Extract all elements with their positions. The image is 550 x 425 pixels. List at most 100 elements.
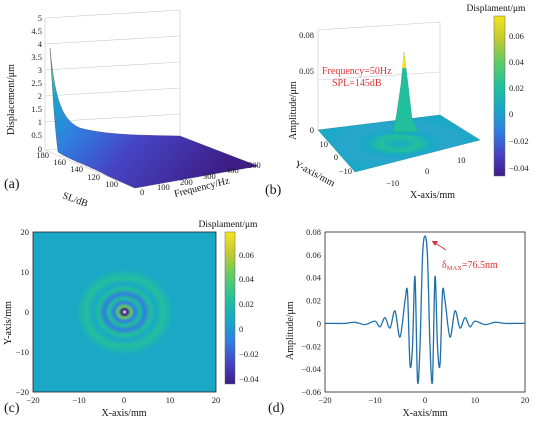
panel-d-annotation-symbol: δ [442,260,447,271]
panel-d-y-tick: 0.04 [306,273,322,283]
panel-c-x-tick: 0 [122,395,126,405]
panel-a-x-tick: 0 [140,187,144,197]
panel-a-y-tick: 180 [36,150,49,160]
panel-a-x-tick: 400 [226,165,239,175]
panel-b-axes [317,21,441,131]
panel-d-x-tick: 10 [471,395,480,405]
panel-b-z-tick: 0.05 [299,66,314,76]
panel-d-annotation-sub: MAX [447,265,462,272]
panel-b-y-tick: 0 [334,152,338,162]
panel-b-x-tick: −10 [386,178,399,188]
panel-c: 20 10 0 −10 −20 Y-axis/mm −20 −10 0 10 2… [3,220,259,419]
panel-d-annotation-arrowhead [432,241,438,246]
panel-b: 0 0.05 0.08 Amplitude/μm Frequency=50Hz … [265,4,529,201]
panel-d-x-tick: −10 [368,395,381,405]
panel-a-y-ticks: 100 120 140 160 180 [36,150,118,189]
panel-d-x-tick: 20 [521,395,530,405]
panel-b-colorbar-ticks: 0.06 0.04 0.02 0 −0.02 −0.04 [509,31,529,173]
panel-c-x-ticks: −20 −10 0 10 20 [26,395,220,405]
panel-c-colorbar [224,231,236,385]
panel-c-y-tick: 10 [21,267,30,277]
panel-c-colorbar-tick: 0.04 [239,274,255,284]
panel-c-frame [32,231,217,393]
panel-c-y-ticks: 20 10 0 −10 −20 [16,227,29,397]
panel-d-y-tick: 0.06 [306,250,321,260]
panel-c-x-tick: −10 [72,395,85,405]
panel-c-colorbar-tick: −0.04 [239,374,259,384]
panel-c-rings [54,250,195,374]
panel-a-label: (a) [4,177,20,192]
panel-a-x-tick: 200 [180,177,193,187]
panel-a-z-tick: 3.5 [31,52,42,62]
panel-d-y-tick: −0.04 [301,364,321,374]
panel-b-y-label: Y-axis/mm [293,159,337,189]
panel-d-y-tick: −0.06 [301,387,321,397]
panel-a-z-tick: 4.5 [31,26,42,36]
panel-b-colorbar-tick: 0.02 [509,83,524,93]
panel-c-colorbar-ticks: 0.06 0.04 0.02 0 −0.02 −0.04 [239,250,259,384]
panel-a-z-tick: 0 [38,144,42,154]
panel-b-y-tick: −10 [339,166,352,176]
panel-d-y-tick: 0.02 [306,296,321,306]
panel-a-y-tick: 160 [53,157,66,167]
panel-a-surface [49,47,259,189]
panel-c-colorbar-tick: −0.02 [239,349,259,359]
panel-c-colorbar-tick: 0 [239,324,243,334]
panel-b-y-tick: 10 [320,139,329,149]
panel-a-y-tick: 100 [105,179,118,189]
panel-d-y-ticks: 0.08 0.06 0.04 0.02 0 −0.02 −0.04 −0.06 [301,227,321,397]
panel-a-z-tick: 3 [38,65,42,75]
panel-d-annotation-value: =76.5nm [462,260,498,271]
panel-d-x-ticks: −20 −10 0 10 20 [318,395,529,405]
panel-c-x-tick: 20 [212,395,221,405]
panel-c-colorbar-title: Displament/μm [199,220,259,230]
panel-b-z-tick: 0 [310,125,314,135]
panel-a-y-label: SL/dB [61,190,90,209]
panel-a-y-tick: 140 [70,164,83,174]
panel-b-colorbar-title: Displament/μm [467,4,527,14]
panel-b-annotation-line1: Frequency=50Hz [322,66,392,77]
panel-b-z-tick: 0.08 [299,30,314,40]
panel-b-peak-tip [402,52,406,68]
panel-b-colorbar-tick: 0.04 [509,57,525,67]
panel-b-colorbar-tick: −0.02 [509,136,529,146]
panel-b-x-tick: 10 [457,155,466,165]
panel-d-x-label: X-axis/mm [403,408,448,419]
panel-c-x-label: X-axis/mm [102,408,147,419]
panel-d-annotation: δMAX=76.5nm [442,260,498,272]
panel-b-colorbar-tick: 0.06 [509,31,524,41]
panel-a-x-tick: 300 [203,171,216,181]
panel-c-y-tick: −20 [16,387,29,397]
panel-b-x-ticks: −10 0 10 [386,155,466,188]
panel-b-y-ticks: 10 0 −10 [320,139,353,176]
panel-b-z-label: Amplitude/μm [288,81,299,140]
panel-a-z-tick: 4 [38,39,43,49]
panel-a-z-tick: 5 [38,13,42,23]
panel-b-colorbar-tick: −0.04 [509,163,529,173]
panel-d-y-label: Amplitude/μm [285,301,296,360]
panel-d-frame [324,231,526,393]
panel-c-y-tick: 20 [21,227,30,237]
panel-c-x-tick: 10 [166,395,175,405]
panel-a: 0 0.5 1 1.5 2 2.5 3 3.5 4 4.5 5 Displace… [4,9,261,210]
panel-a-x-tick: 500 [248,160,261,170]
panel-d: 0.08 0.06 0.04 0.02 0 −0.02 −0.04 −0.06 −20 −10 0… [268,227,529,419]
panel-b-colorbar [493,15,506,177]
panel-a-z-tick: 2.5 [31,78,42,88]
panel-c-y-label: Y-axis/mm [3,301,14,345]
panel-c-colorbar-tick: 0.06 [239,250,254,260]
panel-d-x-tick: 0 [423,395,427,405]
panel-a-x-tick: 100 [157,182,170,192]
panel-c-colorbar-tick: 0.02 [239,299,254,309]
panel-d-y-tick: 0.08 [306,227,321,237]
panel-a-z-tick: 1 [38,117,42,127]
panel-a-z-tick: 0.5 [31,130,42,140]
panel-b-x-tick: 0 [425,166,429,176]
panel-a-y-tick: 120 [87,172,100,182]
panel-a-z-label: Displacement/μm [6,64,17,135]
panel-b-z-ticks: 0 0.05 0.08 [299,30,314,135]
panel-a-z-ticks: 0 0.5 1 1.5 2 2.5 3 3.5 4 4.5 5 [31,13,42,154]
panel-c-y-tick: 0 [25,307,29,317]
panel-d-label: (d) [268,401,285,416]
